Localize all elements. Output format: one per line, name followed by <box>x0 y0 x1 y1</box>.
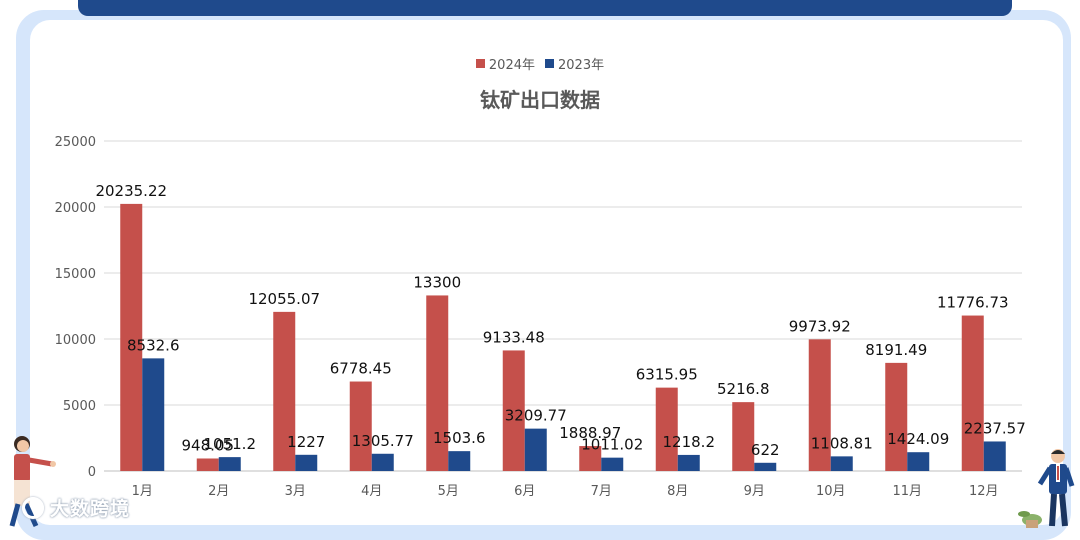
x-tick-label: 5月 <box>438 484 459 499</box>
data-label-2023: 1108.81 <box>811 434 873 452</box>
bar-2024 <box>426 295 449 471</box>
data-label-2023: 8532.6 <box>127 336 180 354</box>
data-label-2024: 9973.92 <box>789 317 851 335</box>
header-bar <box>78 0 1012 16</box>
data-label-2023: 1305.77 <box>352 432 414 450</box>
chart-legend: 2024年 2023年 <box>0 54 1080 73</box>
bar-2024 <box>808 339 831 471</box>
bar-2024 <box>196 458 219 471</box>
data-label-2024: 9133.48 <box>483 328 545 346</box>
data-label-2024: 20235.22 <box>95 182 167 200</box>
x-tick-label: 11月 <box>892 484 922 499</box>
x-tick-label: 9月 <box>744 484 765 499</box>
x-tick-label: 6月 <box>514 484 535 499</box>
bar-2023 <box>983 441 1006 471</box>
bar-2023 <box>371 453 394 471</box>
data-label-2024: 12055.07 <box>248 290 320 308</box>
bar-2024 <box>961 315 984 471</box>
y-tick-label: 15000 <box>55 267 96 282</box>
bar-2023 <box>295 454 318 471</box>
bar-2024 <box>732 402 755 471</box>
data-label-2024: 6315.95 <box>636 366 698 384</box>
data-label-2023: 622 <box>751 441 780 459</box>
bar-2024 <box>273 311 296 471</box>
data-label-2023: 1424.09 <box>887 430 949 448</box>
bar-2024 <box>120 203 143 472</box>
data-label-2024: 8191.49 <box>865 341 927 359</box>
bar-chart: 0 5000 10000 15000 20000 25000 1月 20235.22 8532.… <box>55 135 1026 499</box>
legend-label-2024: 2024年 <box>488 58 535 73</box>
x-tick-label: 12月 <box>969 484 999 499</box>
bar-2024 <box>502 350 525 471</box>
x-tick-label: 4月 <box>361 484 382 499</box>
bar-2024 <box>579 446 602 471</box>
bar-2023 <box>601 457 624 471</box>
bar-2023 <box>830 456 853 471</box>
watermark-icon <box>22 496 44 519</box>
legend-item-2024[interactable]: 2024年 <box>475 54 535 73</box>
y-tick-label: 0 <box>88 465 96 480</box>
bar-2023 <box>142 358 165 471</box>
data-label-2024: 948.05 <box>182 436 235 454</box>
data-label-2023: 1011.02 <box>581 436 643 454</box>
data-label-2024: 11776.73 <box>937 294 1009 312</box>
bar-2023 <box>448 451 471 471</box>
legend-item-2023[interactable]: 2023年 <box>545 54 604 73</box>
data-label-2023: 1503.6 <box>433 429 486 447</box>
x-tick-label: 8月 <box>667 484 688 499</box>
x-tick-label: 10月 <box>816 484 846 499</box>
data-label-2023: 1227 <box>287 433 325 451</box>
y-tick-label: 5000 <box>63 399 96 414</box>
y-tick-label: 10000 <box>55 333 96 348</box>
bar-2024 <box>885 362 908 471</box>
data-label-2023: 2237.57 <box>964 419 1026 437</box>
chart-title: 钛矿出口数据 <box>480 88 600 112</box>
bar-2024 <box>349 381 372 471</box>
watermark-text: 大数跨境 <box>50 498 131 520</box>
bar-2023 <box>907 452 930 471</box>
bar-2023 <box>754 462 777 471</box>
bar-2023 <box>524 428 547 471</box>
data-label-2024: 13300 <box>413 273 461 291</box>
data-label-2024: 5216.8 <box>717 380 770 398</box>
businessman-illustration <box>1018 449 1075 528</box>
bar-2024 <box>655 387 678 471</box>
legend-label-2023: 2023年 <box>558 58 605 73</box>
x-tick-label: 3月 <box>285 484 306 499</box>
data-label-2023: 3209.77 <box>505 407 567 425</box>
data-label-2024: 6778.45 <box>330 360 392 378</box>
y-tick-label: 20000 <box>55 201 96 216</box>
bar-2023 <box>218 457 241 471</box>
legend-swatch-2023 <box>545 59 554 68</box>
data-label-2024: 1888.97 <box>559 424 621 442</box>
y-tick-label: 25000 <box>55 135 96 150</box>
watermark-logo: 大数跨境 <box>22 494 130 521</box>
data-label-2023: 1218.2 <box>663 433 716 451</box>
x-tick-label: 1月 <box>132 484 153 499</box>
legend-swatch-2024 <box>475 59 485 68</box>
x-tick-label: 7月 <box>591 484 612 499</box>
bar-2023 <box>677 454 700 471</box>
data-label-2023: 1051.2 <box>204 435 257 453</box>
x-tick-label: 2月 <box>208 484 229 499</box>
